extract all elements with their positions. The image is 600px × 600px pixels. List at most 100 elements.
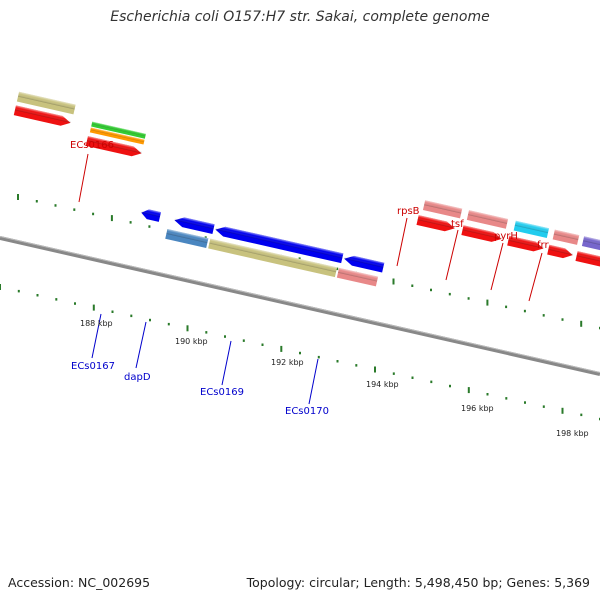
lower-tick-12 bbox=[224, 335, 226, 338]
feature-khaki-left-shine bbox=[17, 91, 76, 110]
upper-tick-28 bbox=[542, 314, 545, 317]
lower-tick-23 bbox=[430, 380, 433, 384]
accession-text: Accession: NC_002695 bbox=[8, 575, 151, 590]
upper-tick-6 bbox=[129, 221, 132, 224]
feature-red-ecs0166-shine bbox=[86, 136, 143, 154]
lower-tick-19 bbox=[355, 364, 358, 367]
feature-frr-shine bbox=[553, 229, 580, 240]
feature-pyrh-shine bbox=[514, 220, 550, 234]
lower-tick-9 bbox=[167, 322, 170, 326]
lower-tick-25 bbox=[467, 387, 470, 394]
leader-line-ecs0167 bbox=[91, 313, 102, 359]
leader-line-ecs0170 bbox=[308, 358, 319, 405]
lower-tick-13 bbox=[242, 339, 245, 342]
upper-tick-26 bbox=[505, 305, 508, 309]
kbp-label-190: 190 kbp bbox=[175, 337, 208, 346]
lower-tick-14 bbox=[261, 343, 264, 346]
gene-label-rpsb: rpsB bbox=[397, 206, 420, 217]
feature-blue-ecs0170-shine bbox=[344, 253, 385, 268]
lower-tick-0 bbox=[0, 284, 1, 290]
lower-tick-30 bbox=[561, 407, 564, 414]
feature-rpsb-shine bbox=[424, 200, 463, 214]
lower-tick-15 bbox=[280, 345, 283, 352]
genome-backbone-highlight bbox=[0, 236, 600, 373]
leader-line-dapd bbox=[135, 321, 147, 369]
feature-blue-long-shine bbox=[215, 224, 344, 259]
lower-tick-22 bbox=[411, 376, 414, 379]
feature-ecs0166-orange-shine bbox=[90, 127, 145, 143]
leader-line-frr bbox=[528, 252, 543, 302]
lower-tick-17 bbox=[317, 355, 320, 359]
feature-ecs0170-shine bbox=[337, 267, 379, 282]
feature-tsf-shine bbox=[467, 210, 509, 224]
kbp-label-192: 192 kbp bbox=[271, 358, 304, 367]
upper-tick-2 bbox=[54, 204, 57, 207]
kbp-label-198: 198 kbp bbox=[556, 429, 589, 438]
upper-tick-20 bbox=[392, 278, 395, 285]
feature-red-frr-shine bbox=[548, 244, 574, 256]
feature-purple-right-shine bbox=[583, 236, 600, 255]
gene-label-dapd: dapD bbox=[124, 372, 151, 383]
feature-dapd-shine bbox=[166, 228, 209, 244]
upper-tick-25 bbox=[486, 299, 489, 306]
leader-line-ecs0166 bbox=[78, 153, 89, 203]
upper-tick-30 bbox=[580, 320, 583, 327]
lower-tick-11 bbox=[205, 331, 208, 334]
lower-tick-10 bbox=[186, 325, 189, 332]
lower-tick-28 bbox=[524, 401, 526, 404]
kbp-label-196: 196 kbp bbox=[461, 404, 494, 413]
upper-tick-7 bbox=[148, 225, 151, 228]
upper-tick-0 bbox=[17, 194, 19, 200]
lower-tick-2 bbox=[36, 294, 39, 297]
genome-backbone bbox=[0, 236, 600, 376]
feature-red-rpsb-shine bbox=[417, 215, 456, 229]
feature-red-tsf-shine bbox=[462, 225, 503, 240]
lower-tick-3 bbox=[55, 298, 58, 301]
gene-label-frr: frr bbox=[537, 240, 549, 251]
kbp-label-188: 188 kbp bbox=[80, 319, 113, 328]
lower-tick-27 bbox=[505, 397, 508, 400]
lower-tick-4 bbox=[74, 302, 76, 305]
upper-tick-3 bbox=[73, 208, 76, 211]
gene-label-ecs0167: ECs0167 bbox=[71, 361, 115, 372]
upper-tick-23 bbox=[448, 292, 451, 296]
upper-tick-5 bbox=[110, 215, 113, 222]
lower-tick-20 bbox=[374, 366, 376, 373]
leader-line-ecs0169 bbox=[221, 340, 232, 386]
gene-feature-track bbox=[13, 91, 600, 287]
upper-tick-22 bbox=[430, 288, 432, 292]
genome-summary-text: Topology: circular; Length: 5,498,450 bp… bbox=[246, 575, 590, 590]
feature-red-left-shine bbox=[14, 105, 72, 123]
leader-line-pyrh bbox=[490, 242, 504, 291]
gene-label-tsf: tsf bbox=[451, 219, 464, 230]
lower-tick-21 bbox=[392, 372, 395, 375]
upper-tick-1 bbox=[35, 200, 38, 203]
gene-label-ecs0169: ECs0169 bbox=[200, 387, 244, 398]
lower-tick-24 bbox=[449, 384, 451, 388]
feature-ecs0166-green-shine bbox=[91, 121, 146, 137]
leader-line-tsf bbox=[445, 229, 459, 281]
feature-blue-ecs0167-shine bbox=[174, 215, 215, 230]
upper-tick-4 bbox=[92, 212, 95, 216]
page-title: Escherichia coli O157:H7 str. Sakai, com… bbox=[110, 9, 490, 25]
lower-tick-8 bbox=[149, 318, 151, 322]
upper-tick-21 bbox=[411, 284, 414, 287]
feature-red-right-shine bbox=[576, 251, 600, 269]
gene-label-ecs0170: ECs0170 bbox=[285, 406, 329, 417]
lower-tick-7 bbox=[130, 314, 133, 318]
lower-tick-26 bbox=[486, 393, 489, 396]
gene-label-ecs0166: ECs0166 bbox=[70, 140, 114, 151]
upper-tick-17 bbox=[336, 267, 339, 271]
upper-tick-24 bbox=[467, 297, 470, 300]
lower-tick-5 bbox=[92, 304, 95, 311]
upper-tick-29 bbox=[561, 318, 564, 321]
lower-tick-29 bbox=[542, 405, 545, 408]
kbp-label-194: 194 kbp bbox=[366, 380, 399, 389]
feature-blue-small-shine bbox=[141, 207, 161, 217]
upper-tick-27 bbox=[523, 309, 526, 313]
lower-tick-18 bbox=[336, 360, 339, 363]
gene-label-pyrh: pyrH bbox=[494, 231, 518, 242]
lower-tick-31 bbox=[580, 413, 583, 417]
lower-tick-6 bbox=[111, 310, 114, 313]
